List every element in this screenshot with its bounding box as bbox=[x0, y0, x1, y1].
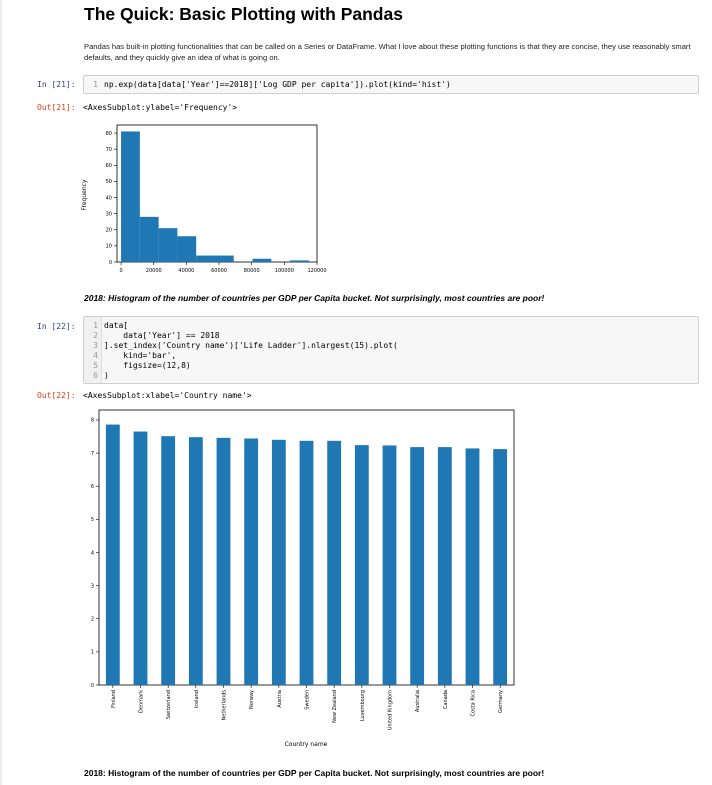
bar-xtick-label: Australia bbox=[415, 690, 421, 712]
code-line[interactable]: figsize=(12,8) bbox=[104, 361, 191, 370]
caption-22: 2018: Histogram of the number of countri… bbox=[84, 768, 545, 778]
bar-ytick-label: 7 bbox=[91, 451, 94, 457]
out-prompt-22: Out[22]: bbox=[37, 391, 76, 400]
histogram-ytick-label: 80 bbox=[106, 131, 112, 137]
histogram-ytick-label: 40 bbox=[106, 195, 112, 201]
bar-xtick-label: Germany bbox=[498, 690, 504, 713]
page-title: The Quick: Basic Plotting with Pandas bbox=[84, 4, 403, 24]
bar bbox=[354, 445, 369, 685]
bar-xtick-label: Austria bbox=[277, 690, 283, 708]
code-cell-21[interactable]: 1 np.exp(data[data['Year']==2018]['Log G… bbox=[83, 75, 699, 94]
histogram-xtick-label: 60000 bbox=[211, 268, 227, 274]
caption-21: 2018: Histogram of the number of countri… bbox=[84, 293, 545, 303]
histogram-bar bbox=[290, 260, 309, 262]
histogram-xtick-label: 80000 bbox=[244, 268, 260, 274]
bar-ytick-label: 5 bbox=[91, 517, 94, 523]
bar-ytick-label: 4 bbox=[91, 550, 94, 556]
histogram-ytick-label: 0 bbox=[109, 260, 112, 266]
bar-ytick-label: 3 bbox=[91, 583, 94, 589]
histogram-xtick-label: 100000 bbox=[275, 268, 294, 274]
histogram-ytick-label: 30 bbox=[106, 211, 112, 217]
bar-ytick-label: 6 bbox=[91, 484, 94, 490]
bar bbox=[493, 449, 508, 685]
histogram-ytick-label: 70 bbox=[106, 147, 112, 153]
bar-xtick-label: United Kingdom bbox=[388, 690, 394, 730]
histogram-bar bbox=[196, 255, 215, 262]
code-line[interactable]: np.exp(data[data['Year']==2018]['Log GDP… bbox=[104, 80, 451, 89]
bar bbox=[410, 447, 425, 685]
histogram-ytick-label: 60 bbox=[106, 163, 112, 169]
histogram-bar bbox=[214, 255, 234, 262]
code-line[interactable]: ].set_index('Country name')['Life Ladder… bbox=[104, 341, 398, 350]
bar bbox=[299, 440, 314, 685]
notebook-left-border bbox=[0, 0, 2, 785]
bar-xtick-label: Switzerland bbox=[166, 690, 172, 719]
output-text-21: <AxesSubplot:ylabel='Frequency'> bbox=[83, 103, 238, 112]
bar-xtick-label: Iceland bbox=[194, 690, 200, 708]
bar bbox=[244, 438, 259, 685]
histogram-ytick-label: 50 bbox=[106, 179, 112, 185]
bar-ytick-label: 1 bbox=[91, 650, 94, 656]
in-prompt-22: In [22]: bbox=[37, 322, 76, 331]
bar-ytick-label: 0 bbox=[91, 683, 94, 689]
in-prompt-21: In [21]: bbox=[37, 80, 76, 89]
bar-xtick-label: New Zealand bbox=[332, 690, 338, 723]
bar-xlabel: Country name bbox=[285, 741, 328, 748]
bar-ytick-label: 8 bbox=[91, 418, 94, 424]
code-line[interactable]: ) bbox=[104, 371, 109, 380]
bar bbox=[216, 437, 231, 685]
code-line[interactable]: data[ bbox=[104, 321, 129, 330]
bar bbox=[465, 448, 480, 685]
code-line[interactable]: kind='bar', bbox=[104, 351, 177, 360]
line-number: 4 bbox=[93, 351, 98, 360]
bar bbox=[437, 447, 452, 685]
histogram-xtick-label: 0 bbox=[119, 268, 122, 274]
bar bbox=[327, 440, 342, 685]
bar bbox=[105, 424, 120, 685]
histogram-bar bbox=[158, 228, 178, 262]
line-number: 6 bbox=[93, 371, 98, 380]
bar-xtick-label: Finland bbox=[111, 690, 117, 708]
line-gutter bbox=[84, 317, 102, 383]
bar bbox=[271, 439, 286, 685]
out-prompt-21: Out[21]: bbox=[37, 103, 76, 112]
bar-xtick-label: Norway bbox=[249, 690, 255, 709]
histogram-bar bbox=[121, 131, 140, 262]
bar bbox=[188, 437, 203, 685]
line-number: 5 bbox=[93, 361, 98, 370]
bar-xtick-label: Denmark bbox=[139, 690, 145, 713]
bar bbox=[382, 445, 397, 685]
bar bbox=[161, 436, 176, 685]
histogram-chart: 0 20000 40000 60000 80000 100000 120000 0 10 20 30… bbox=[81, 124, 327, 274]
output-text-22: <AxesSubplot:xlabel='Country name'> bbox=[83, 391, 252, 400]
histogram-bar bbox=[139, 216, 159, 262]
bar-xtick-label: Costa Rica bbox=[471, 690, 477, 716]
line-number: 1 bbox=[93, 321, 98, 330]
histogram-xtick-label: 20000 bbox=[146, 268, 162, 274]
histogram-xtick-label: 120000 bbox=[307, 268, 326, 274]
bar-ytick-label: 2 bbox=[91, 617, 94, 623]
bar-xtick-label: Luxembourg bbox=[360, 690, 366, 721]
histogram-ytick-label: 10 bbox=[106, 244, 112, 250]
bar-xtick-label: Canada bbox=[443, 690, 449, 709]
line-number: 3 bbox=[93, 341, 98, 350]
code-line[interactable]: data['Year'] == 2018 bbox=[104, 331, 220, 340]
bar bbox=[133, 431, 148, 685]
histogram-ylabel: Frequency bbox=[81, 179, 88, 210]
bar-xtick-label: Netherlands bbox=[222, 690, 228, 721]
bar-chart: Finland Denmark Switzerland Iceland Netherla… bbox=[91, 409, 515, 748]
line-number: 1 bbox=[93, 80, 98, 89]
line-number: 2 bbox=[93, 331, 98, 340]
bar-xtick-label: Sweden bbox=[305, 690, 311, 710]
histogram-ytick-label: 20 bbox=[106, 228, 112, 234]
intro-paragraph: Pandas has built-in plotting functionali… bbox=[84, 42, 691, 62]
histogram-bar bbox=[252, 258, 272, 262]
histogram-bar bbox=[177, 236, 197, 262]
code-cell-22[interactable]: 1 2 3 4 5 6 data[ data['Year'] == 2018 ]… bbox=[83, 316, 699, 384]
histogram-xtick-label: 40000 bbox=[178, 268, 194, 274]
